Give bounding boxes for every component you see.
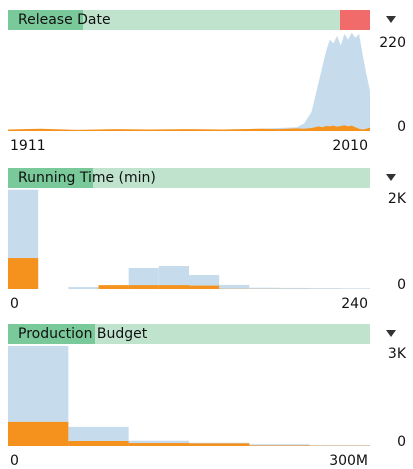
- dropdown-arrow[interactable]: [386, 174, 396, 181]
- brush-marker: [340, 10, 370, 30]
- bar: [158, 285, 189, 289]
- bar: [249, 445, 310, 446]
- header-progress: [8, 324, 95, 344]
- bar: [219, 284, 250, 289]
- bar: [158, 266, 189, 289]
- bar: [309, 445, 370, 446]
- bar: [309, 288, 340, 289]
- panel-title: Release Date: [18, 12, 111, 28]
- bar: [128, 443, 189, 446]
- y-tick-label: 2K: [388, 191, 407, 207]
- y-tick-label: 220: [379, 35, 406, 51]
- x-tick-label: 0: [10, 296, 19, 312]
- panel-title: Production Budget: [18, 326, 148, 342]
- header-progress: [8, 168, 93, 188]
- bar: [249, 287, 280, 289]
- panel-title: Running Time (min): [18, 170, 156, 186]
- bar: [8, 258, 39, 289]
- header-bar: [8, 168, 370, 188]
- bar: [8, 421, 69, 446]
- bar: [128, 267, 159, 289]
- bar: [128, 285, 159, 289]
- area: [8, 125, 370, 131]
- header-bar: [8, 10, 370, 30]
- bar: [189, 443, 250, 446]
- x-tick-label: 1911: [10, 138, 46, 154]
- x-tick-label: 0: [10, 453, 19, 469]
- dropdown-arrow[interactable]: [386, 330, 396, 337]
- y-tick-label: 0: [397, 434, 406, 450]
- bar: [189, 275, 220, 289]
- panel-header: Running Time (min): [8, 168, 396, 188]
- bar: [189, 285, 220, 289]
- bar: [279, 287, 310, 289]
- header-bar: [8, 324, 370, 344]
- y-tick-label: 3K: [388, 346, 407, 362]
- x-tick-label: 2010: [332, 138, 368, 154]
- panel-header: Release Date: [8, 10, 396, 30]
- bar: [68, 441, 129, 446]
- bar: [339, 288, 370, 289]
- panel-header: Production Budget: [8, 324, 396, 344]
- header-progress: [8, 10, 83, 30]
- bar: [98, 285, 129, 289]
- y-tick-label: 0: [397, 119, 406, 135]
- area: [8, 32, 370, 132]
- x-tick-label: 240: [341, 296, 368, 312]
- bar: [68, 287, 99, 289]
- bar: [249, 444, 310, 446]
- y-tick-label: 0: [397, 277, 406, 293]
- x-tick-label: 300M: [329, 453, 368, 469]
- dropdown-arrow[interactable]: [386, 16, 396, 23]
